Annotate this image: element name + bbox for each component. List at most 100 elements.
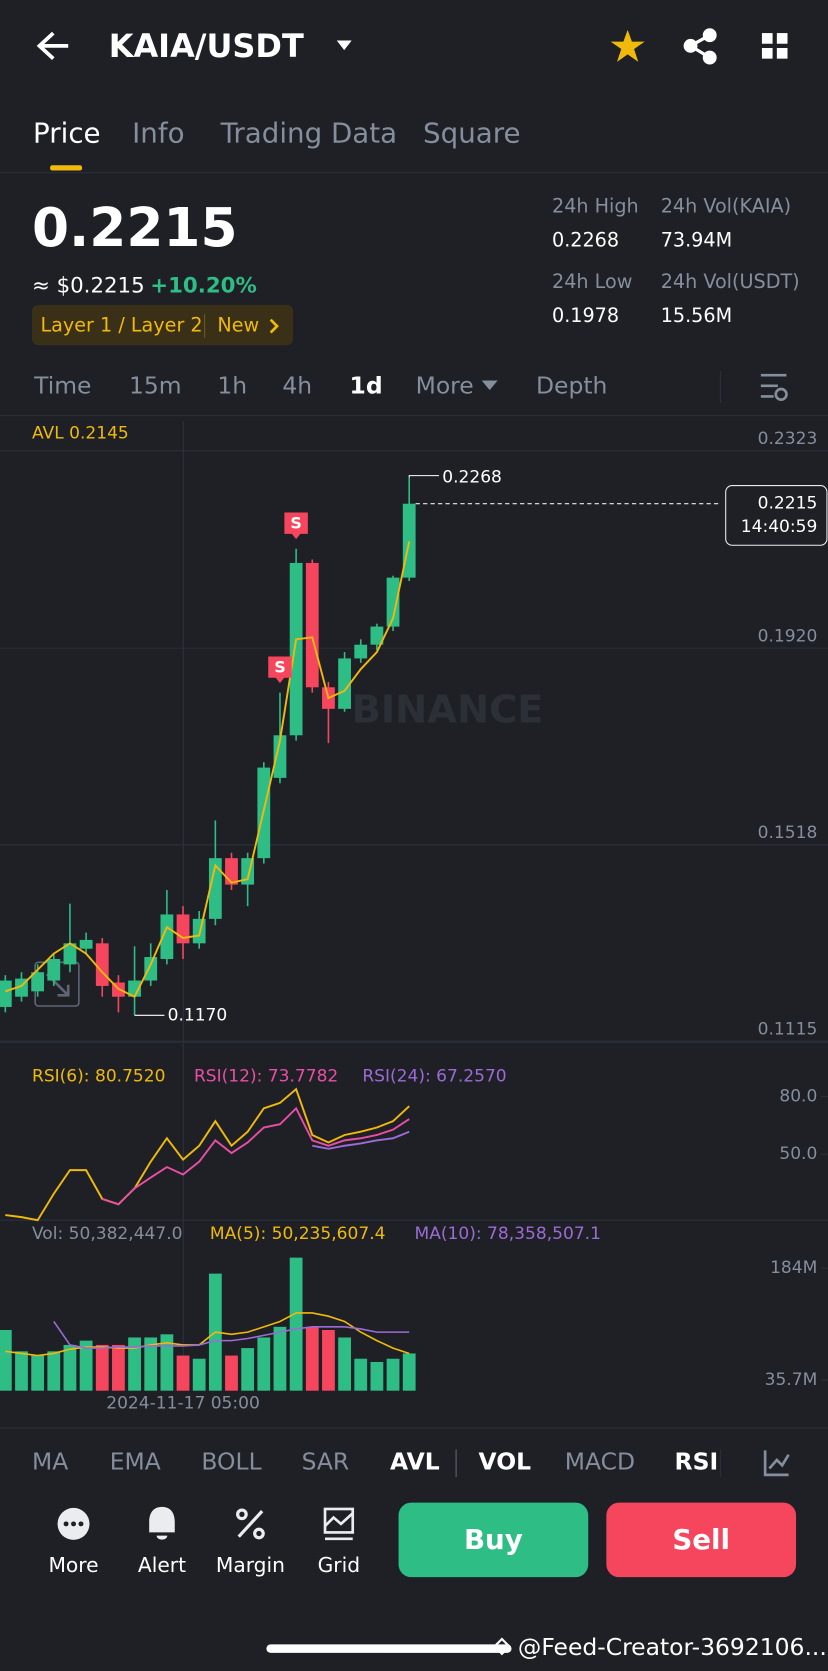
volume-bar <box>0 1330 12 1391</box>
high-marker <box>408 475 440 478</box>
y-tick-label: 0.1920 <box>758 626 818 646</box>
buy-button[interactable] <box>398 1502 589 1578</box>
indicator[interactable]: SAR <box>302 1448 350 1476</box>
indicator[interactable]: MA <box>32 1448 68 1476</box>
chart-settings-icon[interactable] <box>760 373 788 401</box>
indicator-line <box>5 1087 410 1222</box>
last-price-box <box>725 485 828 546</box>
favorite-star[interactable] <box>610 29 645 62</box>
volume-bar <box>31 1355 45 1391</box>
home-indicator <box>266 1644 512 1653</box>
signal-label: S <box>290 514 302 533</box>
signal-marker <box>284 512 308 540</box>
volume-bar <box>128 1337 141 1391</box>
margin-icon[interactable] <box>236 1508 265 1540</box>
legend-entry: RSI(24): 67.2570 <box>362 1066 506 1086</box>
candle-body <box>144 957 158 981</box>
stat-value: 73.94M <box>661 228 732 251</box>
action-label[interactable]: Grid <box>318 1553 360 1577</box>
stat-label: 24h Low <box>552 270 632 293</box>
candle-body <box>208 858 222 919</box>
candle-body <box>273 735 287 778</box>
interval[interactable]: 15m <box>129 371 182 399</box>
candle-body <box>31 972 45 992</box>
y-tick-label: 0.2323 <box>758 429 818 449</box>
interval[interactable]: Depth <box>536 371 607 399</box>
indicator[interactable]: BOLL <box>201 1448 261 1476</box>
indicator-line <box>5 1312 410 1357</box>
tab[interactable]: Square <box>423 116 520 149</box>
interval[interactable]: More <box>416 371 474 399</box>
pair-title[interactable]: KAIA/USDT <box>109 27 304 65</box>
volume-bar <box>305 1326 319 1391</box>
candle-body <box>338 658 351 709</box>
tag-new: New <box>217 314 259 337</box>
sector-tag[interactable] <box>31 304 294 346</box>
stat-label: 24h Vol(KAIA) <box>661 194 791 217</box>
tag-chevron <box>269 318 279 334</box>
candle-body <box>128 980 141 997</box>
action-label[interactable]: Alert <box>138 1553 186 1577</box>
high-label: 0.2268 <box>442 468 502 488</box>
back-button[interactable] <box>36 31 69 61</box>
tab[interactable]: Info <box>132 116 184 149</box>
candle-body <box>79 939 93 949</box>
indicator-line <box>5 541 411 998</box>
sell-label: Sell <box>672 1523 730 1556</box>
action-label[interactable]: More <box>48 1553 98 1577</box>
watermark: @Feed-Creator-3692106... <box>518 1633 827 1661</box>
indicator[interactable]: MACD <box>565 1448 635 1476</box>
buy-label: Buy <box>464 1523 523 1556</box>
volume-bar <box>192 1358 206 1391</box>
volume-bar <box>257 1337 271 1391</box>
legend-entry: MA(5): 50,235,607.4 <box>210 1224 386 1244</box>
indicator-settings-icon[interactable] <box>763 1450 790 1477</box>
candle-body <box>370 626 384 645</box>
tab[interactable]: Price <box>33 116 101 149</box>
sell-button[interactable] <box>606 1502 797 1578</box>
indicator-active[interactable]: VOL <box>478 1448 531 1476</box>
interval[interactable]: 4h <box>282 371 312 399</box>
x-tick-label: 2024-11-17 05:00 <box>106 1393 260 1413</box>
candle-body <box>63 943 77 965</box>
action-label[interactable]: Margin <box>216 1553 285 1577</box>
pair-dropdown[interactable] <box>336 40 352 51</box>
volume-bar <box>95 1344 109 1391</box>
interval-active[interactable]: 1d <box>350 371 383 399</box>
interval[interactable]: 1h <box>217 371 247 399</box>
candle-body <box>354 644 368 659</box>
volume-bar <box>112 1344 125 1391</box>
share-icon[interactable] <box>683 28 717 65</box>
grid-icon[interactable] <box>323 1507 355 1541</box>
candle-body <box>47 959 61 981</box>
countdown-label: 14:40:59 <box>741 517 818 537</box>
last-price-label: 0.2215 <box>758 494 818 514</box>
alert-icon[interactable] <box>149 1506 175 1540</box>
more-icon[interactable] <box>57 1507 90 1540</box>
y-tick-label: 0.1518 <box>758 823 818 843</box>
y-tick-label: 0.1115 <box>758 1019 818 1039</box>
tab-indicator <box>50 165 83 171</box>
sector-tag-text: Layer 1 / Layer 2 <box>40 314 202 337</box>
volume-bar <box>241 1348 255 1391</box>
legend-entry: Vol: 50,382,447.0 <box>32 1224 183 1244</box>
signal-marker <box>268 656 292 684</box>
stat-label: 24h High <box>552 194 639 217</box>
grid-menu-icon[interactable] <box>761 33 788 59</box>
tab[interactable]: Trading Data <box>220 116 397 149</box>
candle-body <box>225 858 238 885</box>
indicator[interactable]: EMA <box>110 1448 161 1476</box>
candle-body <box>95 943 109 986</box>
volume-bar <box>338 1337 351 1391</box>
indicator-active[interactable]: RSI <box>675 1448 719 1476</box>
volume-bar <box>144 1337 158 1391</box>
volume-bar <box>47 1351 61 1391</box>
interval[interactable]: Time <box>33 371 91 399</box>
volume-bar <box>176 1355 190 1391</box>
stat-label: 24h Vol(USDT) <box>661 270 800 293</box>
indicator-active[interactable]: AVL <box>390 1448 440 1476</box>
y-tick-label: 184M <box>770 1258 817 1278</box>
stat-value: 0.1978 <box>552 304 619 327</box>
